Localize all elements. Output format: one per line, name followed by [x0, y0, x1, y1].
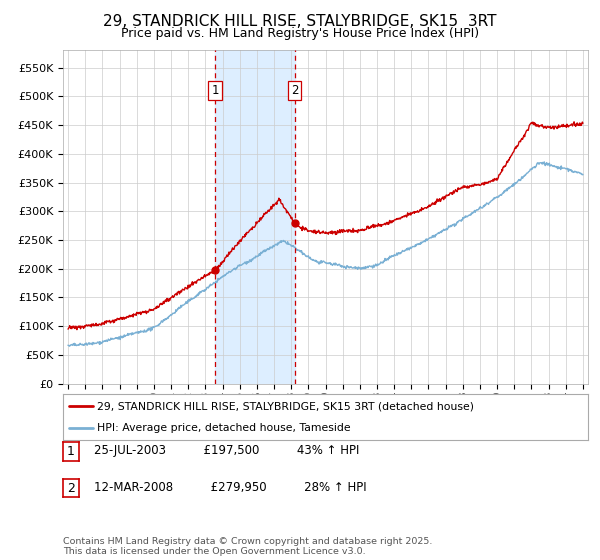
Bar	[215, 50, 295, 384]
Text: 2: 2	[67, 482, 75, 494]
Text: HPI: Average price, detached house, Tameside: HPI: Average price, detached house, Tame…	[97, 423, 351, 433]
Text: 29, STANDRICK HILL RISE, STALYBRIDGE, SK15 3RT (detached house): 29, STANDRICK HILL RISE, STALYBRIDGE, SK…	[97, 401, 474, 411]
Text: 25-JUL-2003          £197,500          43% ↑ HPI: 25-JUL-2003 £197,500 43% ↑ HPI	[94, 444, 359, 458]
Text: 2: 2	[291, 84, 298, 97]
Text: 12-MAR-2008          £279,950          28% ↑ HPI: 12-MAR-2008 £279,950 28% ↑ HPI	[94, 480, 367, 494]
Text: Contains HM Land Registry data © Crown copyright and database right 2025.: Contains HM Land Registry data © Crown c…	[63, 537, 433, 546]
Text: Price paid vs. HM Land Registry's House Price Index (HPI): Price paid vs. HM Land Registry's House …	[121, 27, 479, 40]
Text: This data is licensed under the Open Government Licence v3.0.: This data is licensed under the Open Gov…	[63, 547, 365, 556]
Text: 29, STANDRICK HILL RISE, STALYBRIDGE, SK15  3RT: 29, STANDRICK HILL RISE, STALYBRIDGE, SK…	[103, 14, 497, 29]
Text: 1: 1	[67, 445, 75, 458]
Text: 1: 1	[211, 84, 219, 97]
